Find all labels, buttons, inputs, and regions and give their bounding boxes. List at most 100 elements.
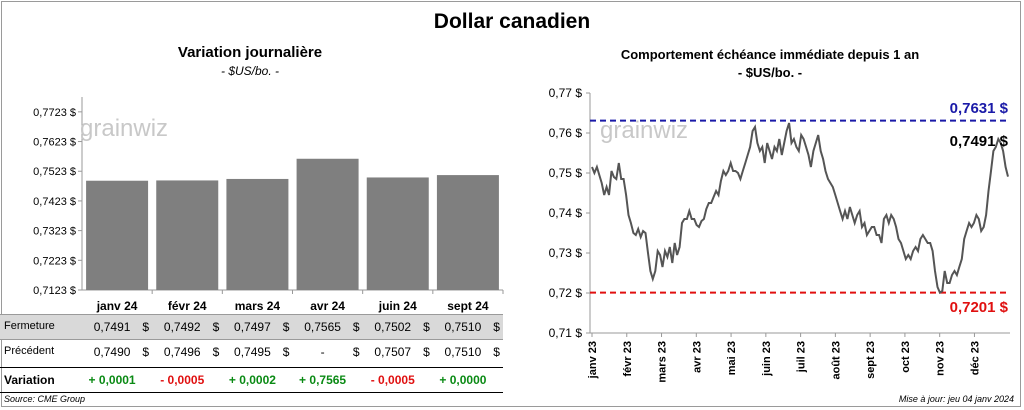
y-tick-label: 0,73 $ [549,246,583,260]
cell-value: 0,7510 [444,345,482,359]
cell-value: + 0,0001 [88,373,136,387]
x-tick-label: mai 23 [726,341,738,375]
currency-symbol: $ [352,345,360,359]
bar [296,158,359,290]
bar [366,177,429,290]
bar [226,178,289,290]
cell-value: + 0,7565 [299,373,347,387]
min-label: 0,7201 $ [950,299,1009,316]
x-tick-label: janv 24 [96,299,138,313]
row-label: Fermeture [4,320,55,332]
y-tick-label: 0,7723 $ [33,107,76,119]
cell-value: + 0,0002 [228,373,276,387]
table-cell: - $ [290,345,360,359]
currency-symbol: $ [212,320,220,334]
left-chart-subtitle: - $US/bo. - [220,64,280,78]
cell-value: 0,7510 [444,320,482,334]
table-cell: 0,7496 $ [149,345,219,359]
x-tick-label: nov 23 [935,341,947,376]
x-tick-label: févr 23 [622,341,634,376]
y-tick-label: 0,7623 $ [33,137,76,149]
table-cell: - 0,0005 [149,373,215,387]
x-tick-label: avr 23 [691,341,703,373]
y-tick-label: 0,7323 $ [33,226,76,238]
x-tick-label: mars 23 [657,341,669,383]
x-tick-label: févr 24 [168,299,207,313]
y-tick-label: 0,77 $ [549,86,583,100]
watermark-logo: grainwiz [80,115,168,142]
cell-value: - [320,345,325,359]
cell-value: 0,7492 [163,320,201,334]
currency-symbol: $ [282,320,290,334]
y-tick-label: 0,7223 $ [33,255,76,267]
table-cell: - 0,0005 [360,373,426,387]
right-chart-title: Comportement échéance immédiate depuis 1… [620,47,920,62]
table-cell: + 0,7565 [290,373,356,387]
table-row-variation: Variation + 0,0001 - 0,0005 + 0,0002 + 0,75… [0,367,503,393]
currency-symbol: $ [352,320,360,334]
cell-value: 0,7491 [93,320,131,334]
left-chart-title: Variation journalière [177,44,323,61]
currency-symbol: $ [423,320,430,334]
table-cell: + 0,0001 [79,373,145,387]
x-tick-label: juin 24 [378,299,417,313]
table-cell: 0,7491 $ [79,320,149,334]
cell-value: 0,7497 [234,320,271,334]
y-tick-label: 0,7523 $ [33,166,76,178]
cell-value: 0,7490 [93,345,131,359]
y-tick-label: 0,74 $ [549,206,583,220]
currency-symbol: $ [142,320,150,334]
x-tick-label: août 23 [830,341,842,380]
right-chart-subtitle: - $US/bo. - [737,65,803,80]
x-tick-label: juin 23 [761,341,773,377]
y-tick-label: 0,75 $ [549,166,583,180]
x-tick-label: sept 24 [447,299,489,313]
x-tick-label: sept 23 [865,341,877,379]
cell-value: 0,7502 [374,320,412,334]
bar-chart: grainwiz 0,7123 $ 0,7223 $ 0,7323 $ 0,7423 … [33,97,504,313]
currency-symbol: $ [282,345,290,359]
bar [86,180,149,290]
y-tick-label: 0,76 $ [549,126,583,140]
bar [156,180,219,290]
table-cell: 0,7510 $ [430,320,500,334]
cell-value: - 0,0005 [160,373,205,387]
currency-symbol: $ [142,345,150,359]
table-cell: + 0,0000 [430,373,496,387]
x-tick-label: avr 24 [310,299,345,313]
update-note: Mise à jour: jeu 04 janv 2024 [898,394,1014,404]
cell-value: 0,7565 [304,320,341,334]
table-row-fermeture: Fermeture 0,7491 $0,7492 $0,7497 $0,7565 $0,… [0,314,503,340]
row-label: Variation [4,373,55,387]
max-label: 0,7631 $ [950,100,1009,117]
cell-value: 0,7495 [234,345,271,359]
cell-value: - 0,0005 [370,373,415,387]
x-tick-label: mars 24 [235,299,281,313]
currency-symbol: $ [493,345,500,359]
x-tick-label: déc 23 [969,341,981,375]
page-title: Dollar canadien [433,10,591,33]
y-tick-label: 0,72 $ [549,286,583,300]
table-cell: 0,7502 $ [360,320,429,334]
cell-value: + 0,0000 [439,373,487,387]
row-label: Précédent [4,345,55,357]
cell-value: 0,7496 [163,345,201,359]
currency-symbol: $ [493,320,500,334]
table-row-precedent: Précédent 0,7490 $0,7496 $0,7495 $ - $0,7507 $… [0,340,503,364]
x-tick-label: juil 23 [796,341,808,373]
currency-symbol: $ [212,345,220,359]
series-line [591,122,1009,295]
cell-value: 0,7507 [374,345,412,359]
table-cell: 0,7507 $ [360,345,429,359]
last-label: 0,7491 $ [950,133,1009,150]
y-tick-label: 0,7423 $ [33,196,76,208]
x-tick-label: janv 23 [587,341,599,379]
table-cell: 0,7492 $ [149,320,219,334]
x-tick-label: oct 23 [900,341,912,373]
bar [436,175,499,290]
table-cell: 0,7510 $ [430,345,500,359]
line-chart: grainwiz 0,71 $0,72 $0,73 $0,74 $0,75 $0… [549,86,1010,383]
source-note: Source: CME Group [4,394,86,404]
table-cell: 0,7565 $ [290,320,359,334]
table-cell: + 0,0002 [219,373,285,387]
